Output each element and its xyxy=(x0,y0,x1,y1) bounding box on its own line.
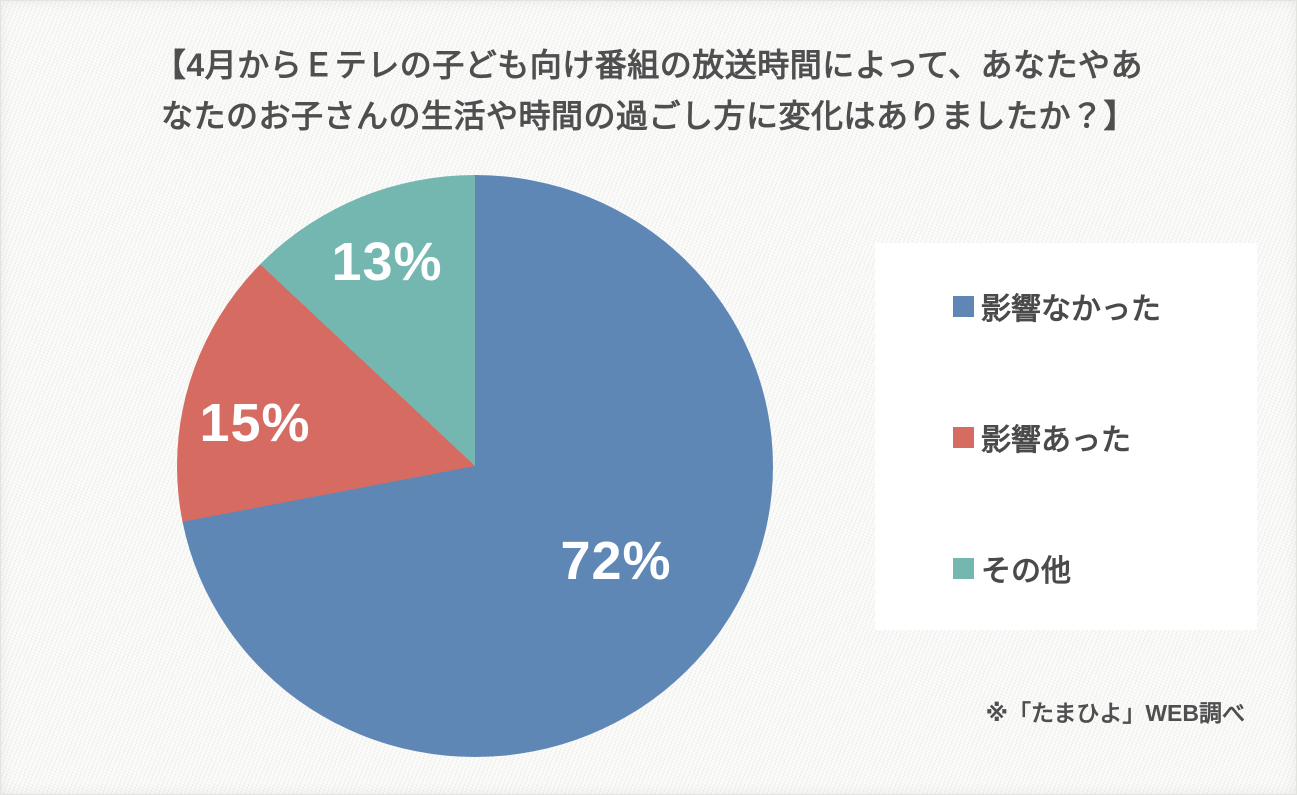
pie-slice-label-no-impact: 72% xyxy=(560,531,672,591)
legend-label: 影響あった xyxy=(981,424,1131,457)
legend-swatch-blue xyxy=(953,295,974,317)
pie-slice-label-other: 13% xyxy=(331,232,443,292)
legend-item-other: その他 xyxy=(953,550,1071,588)
legend-swatch-red xyxy=(953,426,974,448)
source-note: ※「たまひよ」WEB調べ xyxy=(985,700,1245,726)
legend-label: その他 xyxy=(981,555,1071,588)
chart-title: 【4月からＥテレの子ども向け番組の放送時間によって、あなたやあ なたのお子さんの… xyxy=(0,40,1297,142)
chart-legend: 影響なかった 影響あった その他 xyxy=(875,243,1257,630)
pie-slice-label-impact: 15% xyxy=(199,393,311,453)
pie-chart: 72% 15% 13% xyxy=(177,175,773,757)
legend-item-no-impact: 影響なかった xyxy=(953,288,1161,326)
chart-title-line1: 【4月からＥテレの子ども向け番組の放送時間によって、あなたやあ xyxy=(153,47,1144,83)
chart-title-line2: なたのお子さんの生活や時間の過ごし方に変化はありましたか？】 xyxy=(160,98,1136,134)
legend-label: 影響なかった xyxy=(981,293,1161,326)
legend-item-impact: 影響あった xyxy=(953,419,1131,457)
legend-swatch-teal xyxy=(953,557,974,579)
